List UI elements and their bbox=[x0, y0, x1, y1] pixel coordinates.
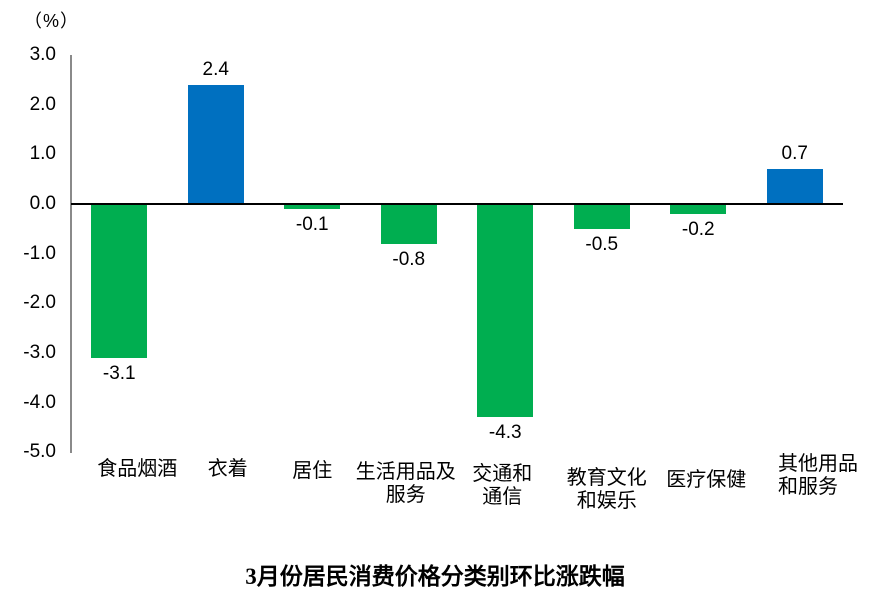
category-label: 食品烟酒 bbox=[97, 458, 178, 480]
chart-title: 3月份居民消费价格分类别环比涨跌幅 bbox=[245, 564, 625, 589]
bar-value-label: -0.1 bbox=[295, 213, 329, 235]
category-label: 生活用品及 服务 bbox=[355, 461, 456, 506]
bar-value-label: 2.4 bbox=[202, 58, 229, 80]
y-axis-unit-label: （%） bbox=[24, 11, 80, 31]
bar-value-label: -4.3 bbox=[488, 422, 522, 444]
y-axis-tick-label: -3.0 bbox=[23, 341, 56, 363]
bar-value-label: -3.1 bbox=[102, 362, 136, 384]
y-axis-tick-label: 3.0 bbox=[29, 44, 56, 66]
y-axis-line bbox=[70, 55, 72, 453]
y-axis-tick-label: -1.0 bbox=[23, 242, 56, 264]
bar bbox=[573, 204, 630, 229]
bar-value-label: -0.8 bbox=[392, 248, 426, 270]
bar bbox=[380, 204, 437, 244]
bar-value-label: -0.2 bbox=[681, 218, 715, 240]
bar bbox=[91, 204, 148, 358]
category-label: 居住 bbox=[292, 460, 333, 482]
x-axis-zero-line bbox=[71, 203, 843, 205]
bar bbox=[187, 84, 244, 204]
y-axis-tick-label: -4.0 bbox=[23, 391, 56, 413]
bar bbox=[284, 204, 341, 209]
y-axis-tick-label: 1.0 bbox=[29, 143, 56, 165]
y-axis-tick-label: 0.0 bbox=[29, 193, 56, 214]
category-label: 教育文化 和娱乐 bbox=[566, 467, 647, 512]
bar bbox=[766, 169, 823, 204]
category-label: 其他用品 和服务 bbox=[778, 453, 858, 498]
bar-value-label: 0.7 bbox=[781, 143, 808, 165]
bar bbox=[477, 204, 534, 418]
y-axis-tick-label: -5.0 bbox=[23, 441, 56, 463]
bar bbox=[670, 204, 727, 214]
bar-value-label: -0.5 bbox=[585, 233, 619, 255]
category-label: 交通和 通信 bbox=[472, 463, 533, 508]
category-label: 衣着 bbox=[207, 458, 248, 480]
y-axis-tick-label: 2.0 bbox=[29, 93, 56, 115]
category-label: 医疗保健 bbox=[666, 469, 747, 491]
y-axis-tick-label: -2.0 bbox=[23, 292, 56, 314]
